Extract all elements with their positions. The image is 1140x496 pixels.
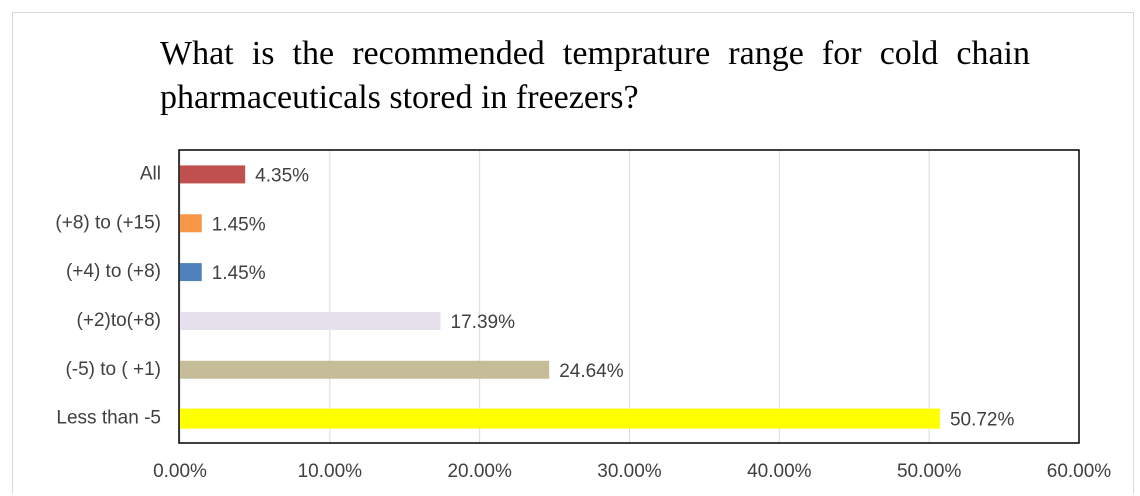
x-tick-label: 0.00% [153, 461, 207, 482]
bar [180, 360, 550, 379]
data-label: 17.39% [451, 312, 516, 333]
y-tick-label: (+2)to(+8) [77, 310, 161, 331]
y-tick-label: (+8) to (+15) [55, 212, 161, 233]
bar [180, 165, 246, 184]
x-tick-label: 50.00% [897, 461, 962, 482]
y-tick-label: All [140, 163, 161, 184]
y-tick-label: Less than -5 [56, 408, 161, 429]
x-tick-label: 20.00% [447, 461, 512, 482]
data-label: 24.64% [559, 361, 624, 382]
y-tick-label: (-5) to ( +1) [65, 359, 161, 380]
data-label: 1.45% [212, 214, 266, 235]
data-label: 1.45% [212, 263, 266, 284]
data-label: 4.35% [255, 165, 309, 186]
plot-border [178, 149, 1080, 444]
x-tick-label: 60.00% [1047, 461, 1112, 482]
chart-frame [12, 12, 1134, 494]
y-tick-label: (+4) to (+8) [66, 261, 161, 282]
x-tick-label: 30.00% [597, 461, 662, 482]
bar [180, 408, 940, 429]
bar [180, 311, 441, 330]
bar [180, 263, 202, 282]
chart-title: What is the recommended temprature range… [160, 35, 1030, 116]
data-label: 50.72% [950, 410, 1015, 431]
x-tick-label: 10.00% [298, 461, 363, 482]
x-tick-label: 40.00% [747, 461, 812, 482]
bar [180, 214, 202, 233]
